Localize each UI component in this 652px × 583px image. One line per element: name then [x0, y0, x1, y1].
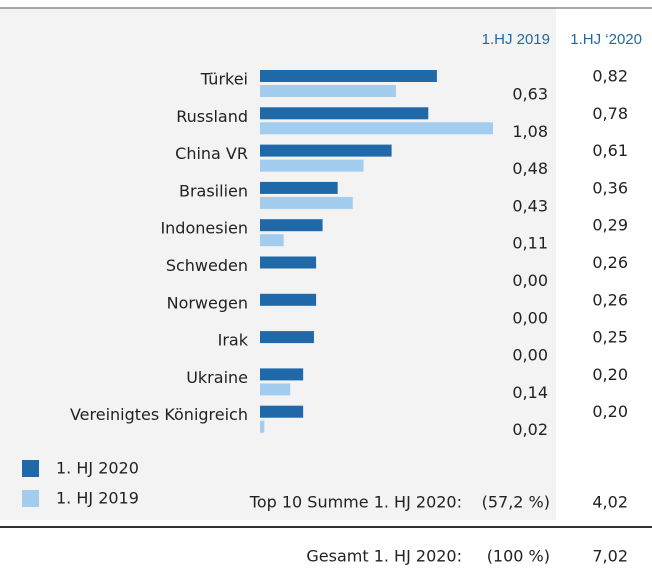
value-label: 1,08 [512, 122, 548, 141]
bar [260, 331, 314, 344]
value-label: 0,61 [592, 141, 628, 160]
value-label: 0,29 [592, 216, 628, 235]
value-label: 0,26 [592, 253, 628, 272]
category-label: China VR [175, 144, 248, 163]
bar [260, 85, 396, 97]
category-label: Türkei [200, 70, 248, 89]
column-header: 1.HJ ‘2020 [570, 31, 642, 48]
bar [260, 144, 392, 157]
value-label: 0,02 [512, 420, 548, 439]
bar [260, 420, 265, 433]
summary-total: 4,02 [592, 493, 628, 512]
category-label: Indonesien [160, 219, 248, 238]
summary-label: Gesamt 1. HJ 2020: [306, 547, 462, 566]
summary-total: 7,02 [592, 547, 628, 566]
bar [260, 234, 284, 247]
value-label: 0,78 [592, 104, 628, 123]
value-label: 0,00 [512, 308, 548, 327]
bar [260, 159, 364, 172]
bar [260, 196, 353, 209]
category-label: Irak [218, 331, 249, 350]
category-label: Ukraine [186, 368, 248, 387]
bar [260, 181, 338, 194]
bar [260, 405, 304, 418]
legend-swatch [22, 460, 39, 477]
value-label: 0,25 [592, 328, 628, 347]
value-label: 0,36 [592, 178, 628, 197]
column-header: 1.HJ 2019 [482, 31, 550, 48]
bar [260, 70, 437, 82]
legend-swatch [22, 490, 39, 507]
bar [260, 122, 493, 135]
value-label: 0,43 [512, 196, 548, 215]
value-label: 0,00 [512, 346, 548, 365]
value-label: 0,00 [512, 271, 548, 290]
summary-label: Top 10 Summe 1. HJ 2020: [249, 493, 462, 512]
legend-label: 1. HJ 2019 [56, 489, 139, 508]
value-label: 0,20 [592, 402, 628, 421]
summary-share: (57,2 %) [482, 493, 550, 512]
bar [260, 368, 304, 381]
value-label: 0,14 [512, 383, 548, 402]
bar [260, 107, 429, 120]
category-label: Norwegen [167, 293, 248, 312]
bar [260, 383, 291, 396]
value-label: 0,48 [512, 159, 548, 178]
value-label: 0,82 [592, 67, 628, 86]
summary-share: (100 %) [487, 547, 550, 566]
value-label: 0,11 [512, 234, 548, 253]
category-label: Brasilien [179, 181, 248, 200]
category-label: Schweden [166, 256, 248, 275]
value-label: 0,20 [592, 365, 628, 384]
legend-label: 1. HJ 2020 [56, 459, 139, 478]
bar [260, 256, 317, 269]
value-label: 0,26 [592, 290, 628, 309]
category-label: Vereinigtes Königreich [70, 405, 248, 424]
bar [260, 219, 323, 232]
category-label: Russland [176, 107, 248, 126]
value-label: 0,63 [512, 85, 548, 104]
bar [260, 293, 317, 306]
